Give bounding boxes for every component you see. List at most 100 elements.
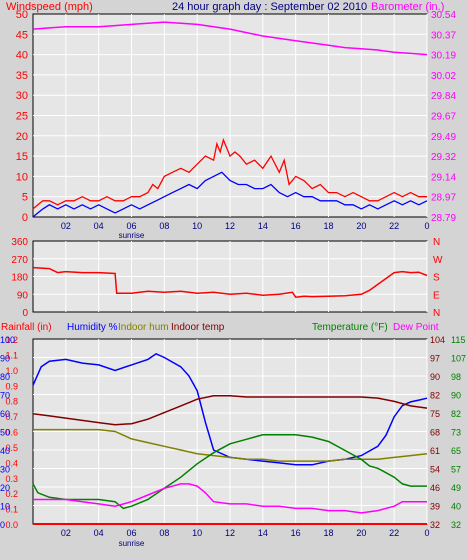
temperature-tick-secondary: 49: [451, 483, 461, 493]
graph-title: 24 hour graph day : September 02 2010: [172, 1, 367, 13]
temp-panel-series: [32, 352, 428, 525]
dew-point-label: Dew Point: [393, 322, 439, 333]
temperature-tick-secondary: 40: [451, 502, 461, 512]
wind-x-tick: 12: [225, 221, 235, 231]
rainfall-tick: 1.1: [5, 350, 18, 360]
rainfall-axis: 1.2 1.1 1.0 0.9 0.8 0.7 0.6 0.5 0.4 0.3 0.2 0.1 0.0: [5, 335, 18, 530]
temperature-tick: 54: [430, 465, 440, 475]
temp-panel-grid: [33, 339, 428, 524]
temp-x-tick: 08: [159, 528, 169, 538]
temp-panel-x-axis: 02 04 06 08 10 12 14 16 18 20 22 0: [61, 528, 430, 538]
barometer-tick: 28.79: [431, 213, 456, 224]
gust-series-line: [32, 171, 428, 218]
temp-x-tick: 0: [424, 528, 429, 538]
temperature-label: Temperature (°F): [312, 322, 388, 333]
temperature-tick: 32: [430, 520, 440, 530]
windspeed-tick: 10: [16, 171, 28, 183]
temperature-tick: 104: [430, 335, 445, 345]
barometer-tick: 28.97: [431, 193, 456, 204]
temperature-axis: 104 97 90 82 75 68 61 54 46 39 32: [430, 335, 445, 530]
rainfall-tick: 0.6: [5, 428, 18, 438]
compass-tick: N: [433, 237, 440, 248]
temperature-tick: 97: [430, 354, 440, 364]
humidity-tick: 30: [0, 465, 10, 475]
windspeed-tick: 0: [22, 212, 28, 224]
temp-x-tick: 10: [192, 528, 202, 538]
temp-x-tick: 12: [225, 528, 235, 538]
temperature-tick: 46: [430, 483, 440, 493]
direction-tick: 90: [17, 290, 29, 301]
sunrise-label: sunrise: [119, 231, 145, 240]
temp-x-tick: 06: [126, 528, 136, 538]
direction-series-line: [32, 266, 428, 299]
barometer-tick: 30.19: [431, 51, 456, 62]
temperature-axis-secondary: 115 107 98 90 82 73 65 57 49 40 32: [451, 335, 466, 530]
temp-x-tick: 20: [356, 528, 366, 538]
rainfall-tick: 0.0: [5, 520, 18, 530]
humidity-series-line: [32, 352, 428, 466]
temp-x-tick: 22: [389, 528, 399, 538]
temp-x-tick: 04: [94, 528, 104, 538]
rainfall-tick: 0.5: [5, 443, 18, 453]
wind-x-tick: 14: [258, 221, 268, 231]
direction-degree-axis: 360 270 180 90 0: [11, 237, 28, 319]
dew_point-series-line: [33, 483, 427, 514]
wind-x-tick: 04: [94, 221, 104, 231]
wind-x-tick: 0: [424, 221, 429, 231]
temperature-tick-secondary: 98: [451, 372, 461, 382]
indoor-hum-label: Indoor hum: [118, 322, 169, 333]
indoor_temp-series-line: [32, 395, 428, 426]
humidity-label: Humidity %: [67, 322, 118, 333]
humidity-tick: 60: [0, 409, 10, 419]
barometer-tick: 30.02: [431, 71, 456, 82]
humidity-tick: 20: [0, 483, 10, 493]
temperature-tick-secondary: 65: [451, 446, 461, 456]
barometer-tick: 29.67: [431, 112, 456, 123]
windspeed-tick: 25: [16, 111, 28, 123]
rainfall-tick: 0.3: [5, 474, 18, 484]
rainfall-tick: 0.1: [5, 505, 18, 515]
barometer-axis: 30.54 30.37 30.19 30.02 29.84 29.67 29.49 29.32…: [431, 10, 456, 224]
rainfall-tick: 0.7: [5, 412, 18, 422]
wind-x-tick: 16: [291, 221, 301, 231]
temperature-tick: 61: [430, 446, 440, 456]
temperature-tick-secondary: 57: [451, 465, 461, 475]
windspeed-axis-label: Windspeed (mph): [6, 1, 93, 13]
direction-tick: 180: [11, 273, 28, 284]
temperature-tick-secondary: 115: [451, 335, 465, 345]
wind-x-tick: 06: [126, 221, 136, 231]
barometer-tick: 29.49: [431, 132, 456, 143]
windspeed-tick: 20: [16, 131, 28, 143]
wind-x-tick: 02: [61, 221, 71, 231]
rainfall-tick: 0.8: [5, 397, 18, 407]
temperature-tick: 39: [430, 502, 440, 512]
rainfall-tick: 1.2: [5, 335, 18, 345]
compass-tick: E: [433, 290, 440, 301]
direction-tick: 0: [22, 308, 28, 319]
barometer-tick: 30.37: [431, 30, 456, 41]
barometer-series-line: [32, 21, 428, 56]
compass-tick: S: [433, 273, 440, 284]
temperature-tick: 90: [430, 372, 440, 382]
humidity-tick: 80: [0, 372, 10, 382]
temperature-tick-secondary: 107: [451, 354, 466, 364]
temperature-tick-secondary: 82: [451, 409, 461, 419]
rainfall-tick: 1.0: [5, 366, 18, 376]
temperature-tick: 75: [430, 409, 440, 419]
windspeed-tick: 5: [22, 192, 28, 204]
barometer-tick: 29.84: [431, 91, 456, 102]
humidity-tick: 0: [0, 520, 5, 530]
windspeed-tick: 30: [16, 90, 28, 102]
wind-x-tick: 08: [159, 221, 169, 231]
temperature-tick: 82: [430, 391, 440, 401]
windspeed-tick: 40: [16, 50, 28, 62]
humidity-tick: 70: [0, 391, 10, 401]
barometer-tick: 30.54: [431, 10, 456, 21]
direction-tick: 270: [11, 255, 28, 266]
temp-x-tick: 16: [291, 528, 301, 538]
wind-panel-x-axis: 02 04 06 08 10 12 14 16 18 20 22 0: [61, 221, 430, 231]
compass-tick: W: [433, 255, 443, 266]
temperature-tick: 68: [430, 428, 440, 438]
